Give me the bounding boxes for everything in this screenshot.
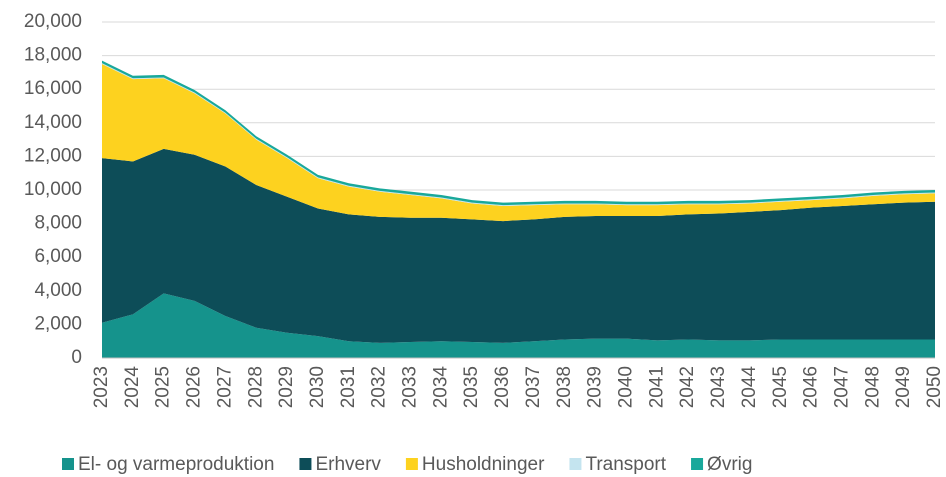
y-tick-label: 8,000: [34, 213, 82, 234]
y-tick-label: 10,000: [24, 179, 82, 200]
legend-label: Husholdninger: [422, 454, 545, 475]
x-tick-label: 2030: [307, 366, 328, 408]
x-tick-label: 2027: [214, 366, 235, 408]
x-tick-label: 2043: [708, 366, 729, 408]
legend-swatch: [405, 458, 418, 470]
x-tick-label: 2025: [153, 366, 174, 408]
y-tick-label: 4,000: [34, 280, 82, 301]
x-tick-label: 2041: [646, 366, 667, 408]
x-tick-label: 2032: [369, 366, 390, 408]
x-tick-label: 2026: [184, 366, 205, 408]
y-tick-label: 0: [71, 347, 82, 368]
legend-label: Transport: [585, 454, 666, 475]
x-tick-label: 2036: [492, 366, 513, 408]
y-tick-label: 18,000: [24, 45, 82, 66]
area: [102, 64, 935, 222]
x-tick-label: 2037: [523, 366, 544, 408]
x-tick-label: 2049: [893, 366, 914, 408]
area: [102, 148, 935, 343]
x-tick-label: 2029: [276, 366, 297, 408]
legend-swatch: [299, 458, 312, 470]
y-tick-label: 2,000: [34, 313, 82, 334]
x-tick-label: 2042: [677, 366, 698, 408]
x-tick-label: 2044: [739, 366, 760, 409]
x-tick-label: 2045: [770, 366, 791, 408]
x-tick-label: 2034: [430, 366, 451, 409]
x-tick-label: 2046: [801, 366, 822, 408]
legend-swatch: [62, 458, 74, 470]
x-tick-label: 2024: [122, 366, 143, 409]
x-tick-label: 2035: [461, 366, 482, 408]
area: [102, 293, 935, 358]
y-tick-label: 20,000: [24, 11, 82, 32]
x-tick-label: 2040: [615, 366, 636, 408]
x-tick-label: 2033: [400, 366, 421, 408]
x-tick-label: 2048: [862, 366, 883, 408]
x-tick-label: 2050: [924, 366, 945, 408]
legend-label: El- og varmeproduktion: [78, 454, 274, 475]
x-tick-label: 2038: [554, 366, 575, 408]
x-tick-label: 2023: [91, 366, 112, 408]
legend-label: Erhverv: [315, 454, 381, 475]
x-tick-label: 2028: [245, 366, 266, 408]
y-tick-label: 16,000: [24, 78, 82, 99]
y-tick-label: 12,000: [24, 145, 82, 166]
legend-swatch: [691, 458, 704, 470]
y-tick-label: 6,000: [34, 246, 82, 267]
legend-label: Øvrig: [707, 454, 752, 475]
legend-swatch: [569, 458, 582, 470]
x-tick-label: 2047: [831, 366, 852, 408]
x-tick-label: 2031: [338, 366, 359, 408]
x-tick-label: 2039: [585, 366, 606, 408]
y-tick-label: 14,000: [24, 112, 82, 133]
